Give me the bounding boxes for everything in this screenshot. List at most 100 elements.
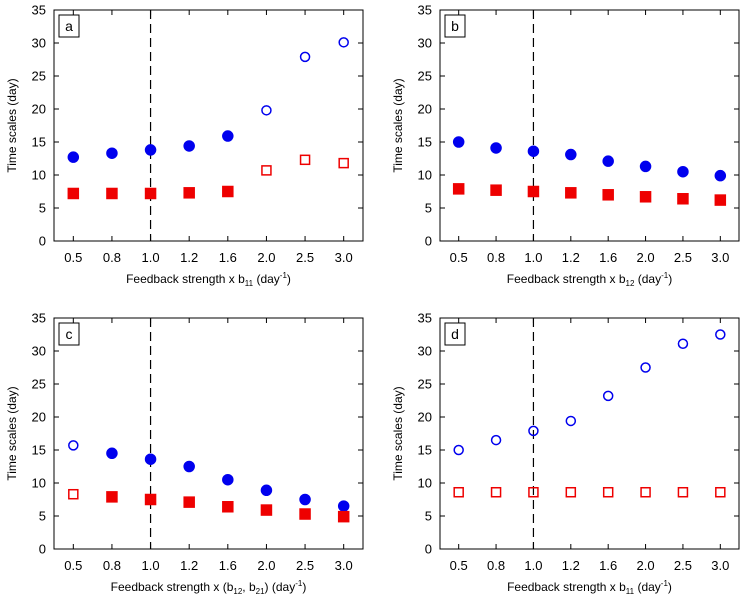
x-axis-label-part: Feedback strength x b [507,272,626,286]
y-tick-label: 30 [32,36,46,51]
y-tick-label: 20 [418,102,432,117]
circle-marker [222,130,234,142]
x-tick-label: 1.6 [599,558,617,573]
square-marker [144,187,157,200]
x-axis-label: Feedback strength x b12 (day-1) [507,271,672,288]
x-axis-label-part: 11 [245,279,254,288]
circle-marker [67,151,80,163]
x-tick-label: 1.6 [219,250,237,265]
circle-marker [677,165,689,178]
y-tick-label: 35 [418,311,432,326]
y-tick-label: 15 [32,135,46,150]
x-axis-label-part: (day [634,272,661,286]
x-axis-label-part: -1 [295,579,303,588]
y-tick-label: 25 [32,69,46,84]
y-tick-label: 10 [418,168,432,183]
plot-frame [53,9,364,242]
circle-marker [602,390,614,402]
square-marker [602,189,614,201]
y-tick-label: 5 [39,509,46,524]
square-marker [183,187,195,199]
y-tick-label: 10 [418,476,432,491]
x-tick-label: 2.0 [257,558,275,573]
x-tick-label: 0.5 [450,558,468,573]
square-marker [106,491,118,503]
x-axis-label-part: -1 [661,579,669,588]
x-tick-label: 0.8 [487,558,505,573]
circle-marker [715,329,726,340]
x-tick-label: 2.5 [674,558,692,573]
circle-marker [106,147,118,159]
square-marker [639,191,652,203]
y-axis-label: Time scales (day) [391,78,405,172]
circle-marker [490,142,502,154]
x-tick-label: 2.0 [257,250,275,265]
square-marker [338,157,349,169]
y-tick-label: 20 [32,102,46,117]
circle-marker [714,169,727,182]
y-tick-label: 0 [39,234,46,249]
circle-marker [565,415,577,427]
circle-marker [144,144,157,156]
circle-marker [528,425,539,437]
circle-marker [222,473,234,486]
square-marker [715,486,726,498]
x-tick-label: 2.0 [637,250,655,265]
square-marker [490,486,502,498]
y-tick-label: 35 [418,3,432,18]
plot-frame [439,9,740,242]
x-axis-label: Feedback strength x b11 (day-1) [507,579,672,596]
panel-c: 0 5 10 15 20 25 30 35 0.5 0.8 1.0 1.2 1.6 2.0 2.5 3.0 c T… [5,311,364,596]
x-axis-label-part: Feedback strength x b [507,580,626,594]
circle-marker [299,51,311,63]
square-marker [299,154,311,166]
circle-marker [261,105,272,116]
x-tick-label: 1.6 [219,558,237,573]
x-axis-label-part: Feedback strength x b [126,272,245,286]
circle-marker [639,160,652,173]
square-marker [490,184,502,196]
y-tick-label: 10 [32,476,46,491]
square-marker [714,194,727,206]
y-tick-label: 5 [39,201,46,216]
x-tick-label: 1.6 [599,250,617,265]
y-tick-label: 5 [425,201,432,216]
y-axis-label: Time scales (day) [391,386,405,480]
circle-marker [337,500,350,512]
x-tick-label: 2.5 [296,250,314,265]
x-tick-label: 2.5 [296,558,314,573]
x-axis-label: Feedback strength x (b12, b21) (day-1) [111,579,307,596]
x-axis-label-part: 21 [256,587,265,596]
circle-marker [183,460,195,473]
panel-d: 0 5 10 15 20 25 30 35 0.5 0.8 1.0 1.2 1.6 2.0 2.5 3.0 d T… [391,311,740,596]
circle-marker [452,136,465,148]
square-marker [527,185,540,198]
panel-tag-box [58,322,80,346]
x-axis-label-part: ) [668,272,672,286]
y-tick-label: 30 [32,344,46,359]
y-tick-label: 35 [32,311,46,326]
panel-tag-box [58,14,80,38]
y-tick-label: 35 [32,3,46,18]
square-marker [144,493,157,506]
x-tick-label: 2.0 [637,558,655,573]
square-marker [106,187,118,200]
circle-marker [183,140,195,152]
y-tick-label: 15 [418,443,432,458]
y-tick-label: 15 [418,135,432,150]
x-axis-label-part: (day [634,580,661,594]
x-axis-label-part: 12 [233,587,242,596]
square-marker [222,185,234,198]
panel-tag: b [451,18,459,34]
square-marker [260,504,273,516]
x-tick-label: 3.0 [335,558,353,573]
circle-marker [602,155,614,167]
y-axis-label: Time scales (day) [5,78,19,172]
x-axis-label-part: 11 [626,587,635,596]
square-marker [261,165,272,176]
x-tick-label: 1.0 [524,558,542,573]
square-marker [222,501,234,513]
x-tick-label: 1.0 [142,250,160,265]
square-marker [452,183,465,195]
